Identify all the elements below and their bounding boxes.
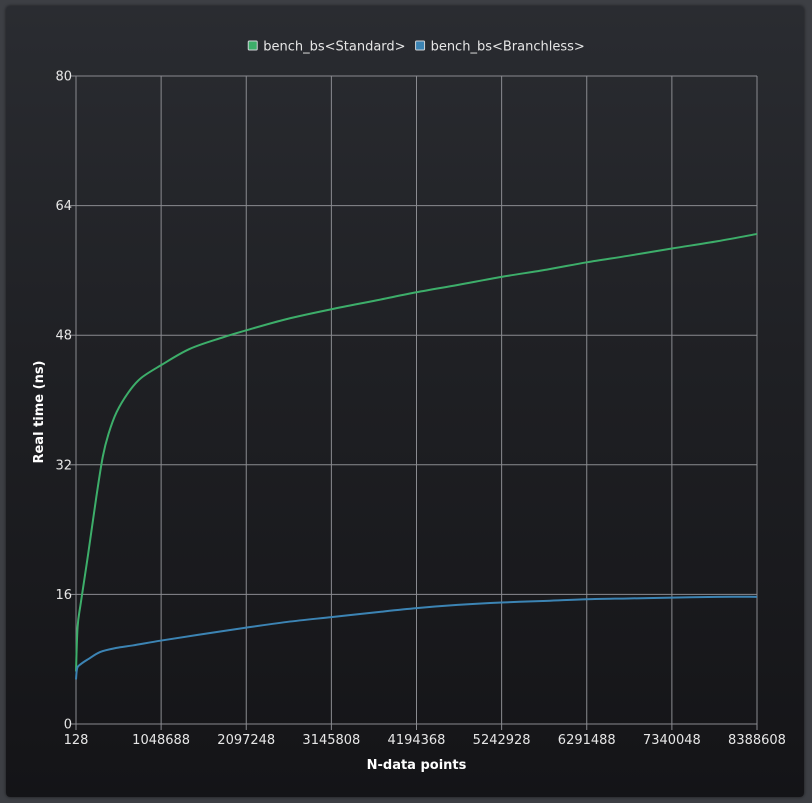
x-tick-label: 4194368: [388, 733, 446, 748]
y-tick-label: 32: [55, 458, 72, 473]
y-tick-label: 0: [64, 718, 72, 733]
x-axis: 128 1048688 2097248 3145808 4194368 5242928 62…: [64, 724, 786, 748]
y-axis-title: Real time (ns): [32, 360, 47, 463]
legend-label: bench_bs<Standard>: [263, 40, 405, 55]
y-axis: 0 16 32 48 64 80: [55, 70, 76, 733]
x-tick-label: 1048688: [132, 733, 190, 748]
y-tick-label: 48: [55, 329, 72, 344]
x-tick-label: 8388608: [728, 733, 786, 748]
legend-label: bench_bs<Branchless>: [431, 40, 585, 55]
x-tick-label: 2097248: [217, 733, 275, 748]
x-axis-title: N-data points: [367, 758, 467, 773]
x-tick-label: 128: [64, 733, 89, 748]
x-tick-label: 5242928: [473, 733, 531, 748]
y-tick-label: 80: [55, 70, 72, 85]
legend-swatch: [416, 41, 425, 50]
x-tick-label: 6291488: [558, 733, 616, 748]
legend-swatch: [248, 41, 257, 50]
y-tick-label: 64: [55, 199, 72, 214]
y-tick-label: 16: [55, 588, 72, 603]
grid: [76, 76, 757, 724]
x-tick-label: 7340048: [643, 733, 701, 748]
legend-item-0[interactable]: bench_bs<Standard>: [248, 40, 405, 55]
legend-item-1[interactable]: bench_bs<Branchless>: [416, 40, 585, 55]
x-tick-label: 3145808: [302, 733, 360, 748]
legend: bench_bs<Standard> bench_bs<Branchless>: [248, 40, 585, 55]
